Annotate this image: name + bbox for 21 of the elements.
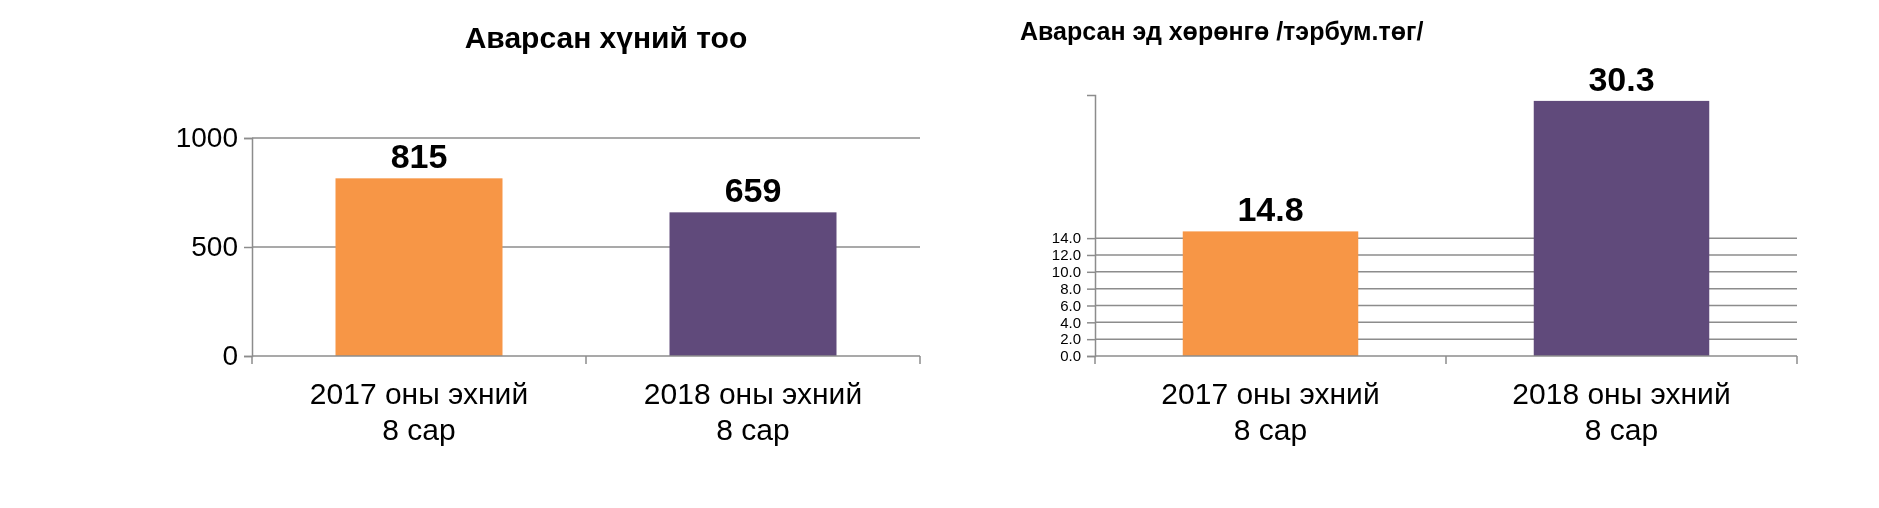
y-tick-label: 8.0 [1060, 279, 1081, 297]
y-tick-label: 2.0 [1060, 330, 1081, 348]
data-label: 30.3 [1588, 59, 1655, 98]
y-tick-label: 0.0 [1060, 347, 1081, 365]
data-label: 659 [724, 171, 782, 210]
chart-title: Аварсан эд хөрөнгө /тэрбум.төг/ [1020, 17, 1424, 45]
y-tick-label: 4.0 [1060, 313, 1081, 331]
y-tick-label: 6.0 [1060, 296, 1081, 314]
x-tick-label: 2017 оны эхний 8 сар [1161, 377, 1380, 446]
x-tick-label: 2018 оны эхний 8 сар [1512, 377, 1731, 446]
x-tick-label: 2018 оны эхний 8 сар [643, 377, 863, 446]
y-tick-label: 500 [191, 231, 238, 263]
y-tick-label: 12.0 [1051, 246, 1081, 264]
data-label: 14.8 [1237, 190, 1304, 229]
x-tick-label: 2017 оны эхний 8 сар [309, 377, 529, 446]
data-label: 815 [390, 137, 448, 176]
y-tick-label: 1000 [175, 122, 238, 154]
y-tick-label: 14.0 [1051, 229, 1081, 247]
y-tick-label: 10.0 [1051, 263, 1081, 281]
y-tick-label: 0 [222, 340, 238, 372]
chart-title: Аварсан хүний тоо [464, 21, 748, 54]
